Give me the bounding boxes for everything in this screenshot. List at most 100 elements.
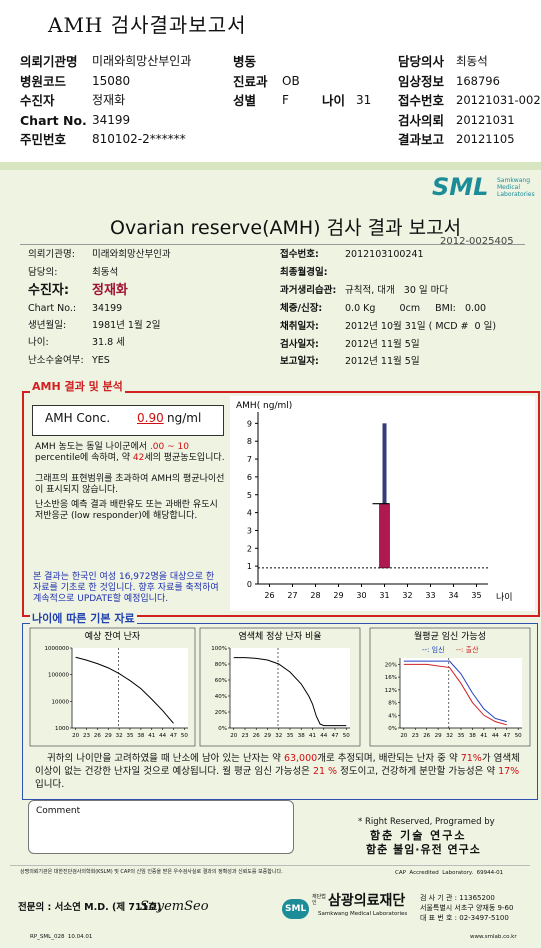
bar-lower (379, 503, 390, 569)
x-tick-label: 28 (310, 591, 320, 600)
field-label: 수진자: (28, 283, 70, 298)
text-run: 17% (498, 766, 520, 777)
field-label: 검사의뢰 (398, 113, 445, 128)
y-tick-label: 10000 (52, 699, 70, 705)
field-label: 결과보고 (398, 132, 445, 147)
x-tick-label: 38 (469, 733, 476, 739)
field-value: 20121105 (456, 132, 515, 146)
page-title: AMH 검사결과보고서 (48, 13, 247, 37)
field-label: 주민번호 (20, 132, 67, 147)
chart-title: 예상 잔여 난자 (85, 630, 141, 642)
field-label: 검사일자: (280, 339, 319, 350)
y-tick-label: 12% (385, 688, 397, 694)
report-number: 2012-0025405 (440, 236, 514, 247)
credit: 함춘 불임·유전 연구소 (366, 843, 481, 856)
field-value: 20121031-00241 (456, 93, 541, 107)
field-label: 성별 (233, 93, 257, 108)
text-run: 71% (460, 753, 482, 764)
y-tick-label: 20% (215, 710, 227, 716)
field-label: Chart No.: (28, 303, 77, 314)
field-label: 과거생리습관: (280, 285, 337, 296)
y-tick-label: 7 (247, 455, 252, 464)
field-value: 34199 (92, 303, 123, 314)
org-info: 대 표 번 호 : 02-3497-5100 (420, 914, 509, 922)
signature: SoyemSeo (140, 899, 209, 914)
y-axis-label: AMH( ng/ml) (236, 401, 292, 411)
y-tick-label: 20% (385, 662, 397, 668)
org-name-en: Samkwang Medical Laboratories (318, 911, 408, 917)
paragraph: 본 결과는 한국인 여성 16,972명을 대상으로 한 자료를 기초로 한 것… (33, 572, 225, 605)
y-tick-label: 1 (247, 562, 252, 571)
y-tick-label: 1000 (55, 726, 69, 732)
field-value: 2012년 10월 31일 ( MCD # 0 일) (345, 321, 497, 332)
panel (29, 627, 196, 747)
panel (369, 627, 531, 747)
footer-notice: 상명의뢰기관은 대한진단검사의학회(KSLM) 및 CAP의 신임 인증을 받은… (20, 869, 283, 875)
field-value: 미래와희망산부인과 (92, 249, 171, 260)
field-value: 1981년 1월 2일 (92, 320, 161, 331)
text-run: 개로 추정되며, 배란되는 난자 중 약 (317, 753, 461, 764)
field-value: 최동석 (456, 54, 488, 68)
x-tick-label: 47 (503, 733, 510, 739)
report-band (0, 162, 541, 170)
report-title: Ovarian reserve(AMH) 검사 결과 보고서 (110, 217, 462, 239)
x-tick-label: 26 (423, 733, 430, 739)
field-value: YES (92, 355, 110, 366)
x-tick-label: 47 (170, 733, 177, 739)
field-label: 체중/신장: (280, 303, 323, 314)
x-tick-label: 50 (515, 733, 522, 739)
x-tick-label: 35 (287, 733, 294, 739)
y-tick-label: 3 (247, 526, 252, 535)
x-tick-label: 35 (127, 733, 134, 739)
x-tick-label: 29 (333, 591, 343, 600)
x-tick-label: 35 (458, 733, 465, 739)
y-tick-label: 1000000 (45, 646, 70, 652)
x-tick-label: 41 (148, 733, 155, 739)
x-tick-label: 29 (264, 733, 271, 739)
y-tick-label: 80% (215, 662, 227, 668)
x-tick-label: 29 (105, 733, 112, 739)
x-tick-label: 26 (253, 733, 260, 739)
x-tick-label: 26 (264, 591, 274, 600)
field-label: 난소수술여부: (28, 355, 84, 366)
y-tick-label: 0% (388, 726, 397, 732)
conc-unit: ng/ml (167, 411, 202, 425)
chart-title: 월평균 임신 가능성 (414, 630, 486, 642)
panel (199, 627, 361, 747)
x-tick-label: 23 (83, 733, 90, 739)
field-value: OB (282, 74, 300, 88)
text-run: 본 결과는 한국인 여성 16,972명을 대상으로 한 자료를 기초로 한 것… (33, 572, 219, 604)
footer-url: www.smlab.co.kr (470, 934, 517, 940)
comment-label: Comment (36, 806, 81, 816)
y-tick-label: 100% (211, 646, 227, 652)
field-value: 2012년 11월 5일 (345, 339, 420, 350)
y-tick-label: 8 (247, 437, 252, 446)
doctor: 전문의 : 서소연 M.D. (제 711호) (18, 902, 162, 913)
text-run: 귀하의 나이만을 고려하였을 때 난소에 남아 있는 난자는 약 (47, 753, 284, 764)
x-tick-label: 31 (379, 591, 389, 600)
field-value: 미래와희망산부인과 (92, 54, 192, 68)
field-value: 20121031 (456, 113, 515, 127)
text-run: 21 % (312, 766, 338, 777)
x-tick-label: 33 (425, 591, 435, 600)
field-value: 정재화 (92, 93, 126, 107)
field-value: F (282, 93, 289, 107)
bar-upper (382, 423, 387, 504)
series-line (233, 657, 347, 727)
x-tick-label: 44 (320, 733, 327, 739)
legend-entry: --: 임신 (422, 645, 445, 654)
x-tick-label: 50 (343, 733, 350, 739)
credit: 함춘 기술 연구소 (370, 829, 467, 842)
org-prefix: 재단법인 (312, 894, 326, 906)
series-line (403, 660, 507, 723)
x-axis-label: 나이 (496, 592, 513, 603)
x-tick-label: 44 (159, 733, 166, 739)
conc-value: 0.90 (137, 411, 164, 425)
paragraph: 난소반응 예측 결과 배란유도 또는 과배란 유도시 저반응군 (low res… (35, 500, 227, 522)
paragraph: AMH 농도는 동일 나이군에서 .00 ~ 10 percentile에 속하… (35, 442, 227, 464)
x-tick-label: 20 (230, 733, 237, 739)
credit: * Right Reserved, Programed by (358, 817, 495, 827)
x-tick-label: 44 (492, 733, 499, 739)
x-tick-label: 27 (287, 591, 297, 600)
